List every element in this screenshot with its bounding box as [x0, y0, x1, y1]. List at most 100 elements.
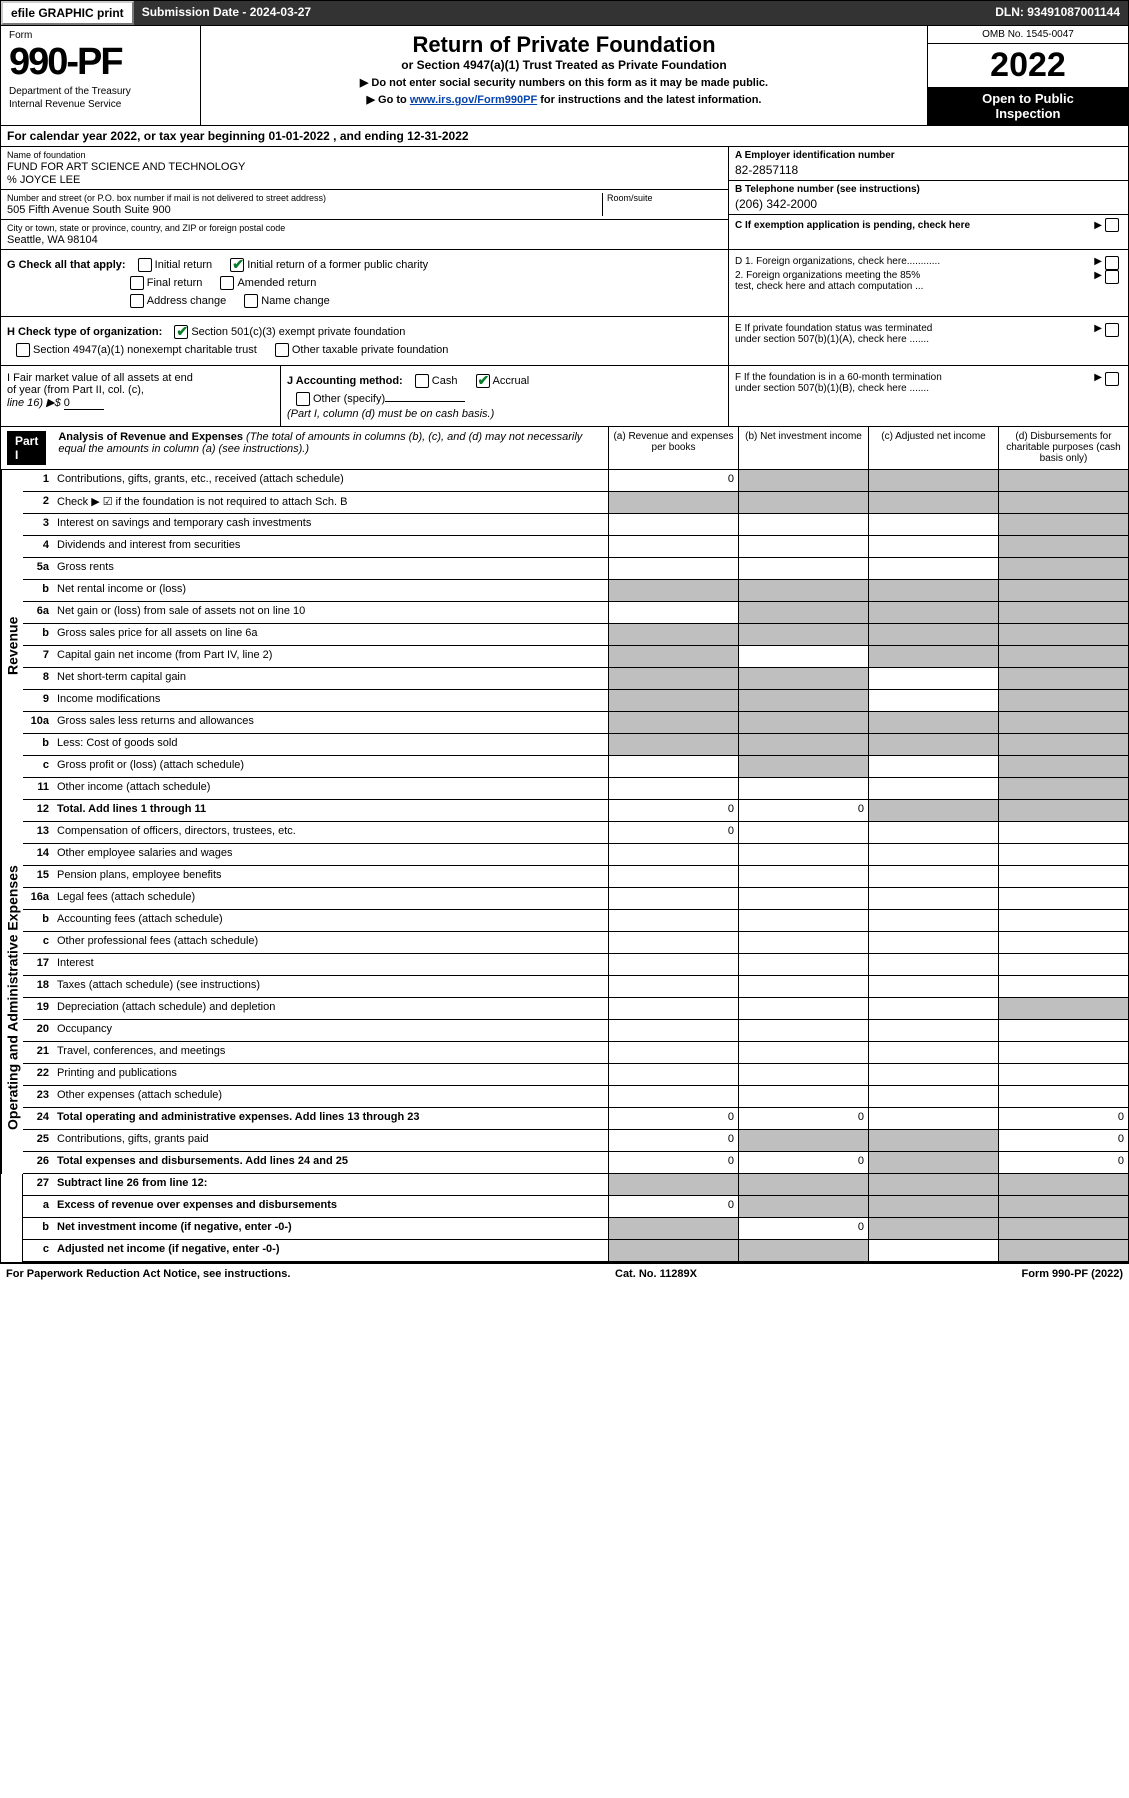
line-row: 10aGross sales less returns and allowanc…: [23, 712, 1128, 734]
goto-notice: ▶ Go to www.irs.gov/Form990PF for instru…: [213, 93, 915, 106]
cell-col-c: [868, 712, 998, 733]
line-desc: Printing and publications: [53, 1064, 608, 1085]
cell-col-a: [608, 646, 738, 667]
city: Seattle, WA 98104: [7, 234, 722, 246]
cell-col-b: [738, 470, 868, 491]
cell-col-a: [608, 1218, 738, 1239]
line-row: 6aNet gain or (loss) from sale of assets…: [23, 602, 1128, 624]
line-desc: Taxes (attach schedule) (see instruction…: [53, 976, 608, 997]
line-desc: Gross rents: [53, 558, 608, 579]
identification-block: Name of foundation FUND FOR ART SCIENCE …: [0, 147, 1129, 250]
cell-col-b: [738, 1174, 868, 1195]
cash-chk[interactable]: [415, 374, 429, 388]
cell-col-b: [738, 646, 868, 667]
line-desc: Net rental income or (loss): [53, 580, 608, 601]
cell-col-a: [608, 514, 738, 535]
tax-year: 2022: [928, 44, 1128, 87]
cell-col-a: [608, 1020, 738, 1041]
line-desc: Less: Cost of goods sold: [53, 734, 608, 755]
line-row: 8Net short-term capital gain: [23, 668, 1128, 690]
cell-col-a: 0: [608, 1108, 738, 1129]
line-row: 3Interest on savings and temporary cash …: [23, 514, 1128, 536]
cell-col-b: [738, 712, 868, 733]
city-field: City or town, state or province, country…: [1, 220, 728, 249]
arrow-icon: ▶: [1094, 270, 1102, 292]
arrow-icon: ▶: [1094, 256, 1102, 270]
name-change-chk[interactable]: [244, 294, 258, 308]
addr-label: Number and street (or P.O. box number if…: [7, 193, 602, 203]
d-section: D 1. Foreign organizations, check here..…: [728, 250, 1128, 316]
initial-public-chk[interactable]: [230, 258, 244, 272]
cell-col-a: [608, 1174, 738, 1195]
final-return-chk[interactable]: [130, 276, 144, 290]
line-num: b: [23, 1218, 53, 1239]
cell-col-c: [868, 536, 998, 557]
line-num: c: [23, 1240, 53, 1261]
address: 505 Fifth Avenue South Suite 900: [7, 204, 602, 216]
efile-print-button[interactable]: efile GRAPHIC print: [1, 1, 134, 25]
line-row: 13Compensation of officers, directors, t…: [23, 822, 1128, 844]
line-desc: Net gain or (loss) from sale of assets n…: [53, 602, 608, 623]
city-label: City or town, state or province, country…: [7, 223, 722, 233]
4947a1-chk[interactable]: [16, 343, 30, 357]
fmv-value: 0: [64, 397, 104, 410]
cell-col-d: [998, 492, 1128, 513]
form990pf-link[interactable]: www.irs.gov/Form990PF: [410, 94, 537, 106]
g-d-row: G Check all that apply: Initial return I…: [0, 250, 1129, 317]
cell-col-a: [608, 580, 738, 601]
line-num: 20: [23, 1020, 53, 1041]
cell-col-b: [738, 866, 868, 887]
d2a-label: 2. Foreign organizations meeting the 85%: [735, 270, 920, 281]
cell-col-a: [608, 888, 738, 909]
accrual-chk[interactable]: [476, 374, 490, 388]
line-desc: Interest: [53, 954, 608, 975]
line-row: bGross sales price for all assets on lin…: [23, 624, 1128, 646]
initial-return-lbl: Initial return: [155, 259, 212, 271]
line-row: 21Travel, conferences, and meetings: [23, 1042, 1128, 1064]
line-num: 13: [23, 822, 53, 843]
line-num: 11: [23, 778, 53, 799]
f1-label: F If the foundation is in a 60-month ter…: [735, 372, 942, 383]
address-change-chk[interactable]: [130, 294, 144, 308]
cell-col-a: [608, 734, 738, 755]
cell-col-d: [998, 888, 1128, 909]
line-row: 24Total operating and administrative exp…: [23, 1108, 1128, 1130]
d2-checkbox[interactable]: [1105, 270, 1119, 284]
cell-col-b: [738, 492, 868, 513]
cell-col-a: 0: [608, 1152, 738, 1173]
cell-col-b: [738, 822, 868, 843]
c-label: C If exemption application is pending, c…: [735, 220, 1094, 231]
line-desc: Gross sales price for all assets on line…: [53, 624, 608, 645]
f-checkbox[interactable]: [1105, 372, 1119, 386]
cell-col-d: [998, 910, 1128, 931]
cell-col-a: [608, 712, 738, 733]
line-num: c: [23, 756, 53, 777]
col-b-hdr: (b) Net investment income: [738, 427, 868, 469]
cell-col-d: [998, 734, 1128, 755]
paperwork-notice: For Paperwork Reduction Act Notice, see …: [6, 1268, 290, 1280]
line-row: 11Other income (attach schedule): [23, 778, 1128, 800]
line-desc: Other expenses (attach schedule): [53, 1086, 608, 1107]
omb-box: OMB No. 1545-0047 2022 Open to Public In…: [928, 26, 1128, 125]
net-rows: 27Subtract line 26 from line 12:aExcess …: [23, 1174, 1128, 1262]
part1-title: Analysis of Revenue and Expenses: [58, 431, 243, 443]
operating-side-label: Operating and Administrative Expenses: [1, 822, 23, 1174]
line-desc: Subtract line 26 from line 12:: [53, 1174, 608, 1195]
line-row: 23Other expenses (attach schedule): [23, 1086, 1128, 1108]
line-desc: Contributions, gifts, grants paid: [53, 1130, 608, 1151]
dept-treasury: Department of the Treasury: [9, 86, 192, 97]
initial-return-chk[interactable]: [138, 258, 152, 272]
d1-checkbox[interactable]: [1105, 256, 1119, 270]
other-spec-chk[interactable]: [296, 392, 310, 406]
line-num: 19: [23, 998, 53, 1019]
amended-return-chk[interactable]: [220, 276, 234, 290]
other-taxable-chk[interactable]: [275, 343, 289, 357]
line-num: 12: [23, 800, 53, 821]
c-checkbox[interactable]: [1105, 218, 1119, 232]
h-e-row: H Check type of organization: Section 50…: [0, 317, 1129, 366]
cell-col-a: [608, 668, 738, 689]
line-num: 7: [23, 646, 53, 667]
e-checkbox[interactable]: [1105, 323, 1119, 337]
col-a-hdr: (a) Revenue and expenses per books: [608, 427, 738, 469]
501c3-chk[interactable]: [174, 325, 188, 339]
